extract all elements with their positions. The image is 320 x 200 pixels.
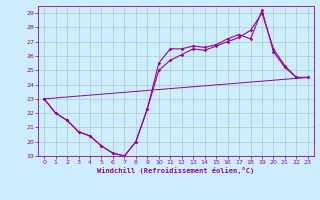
X-axis label: Windchill (Refroidissement éolien,°C): Windchill (Refroidissement éolien,°C) xyxy=(97,167,255,174)
